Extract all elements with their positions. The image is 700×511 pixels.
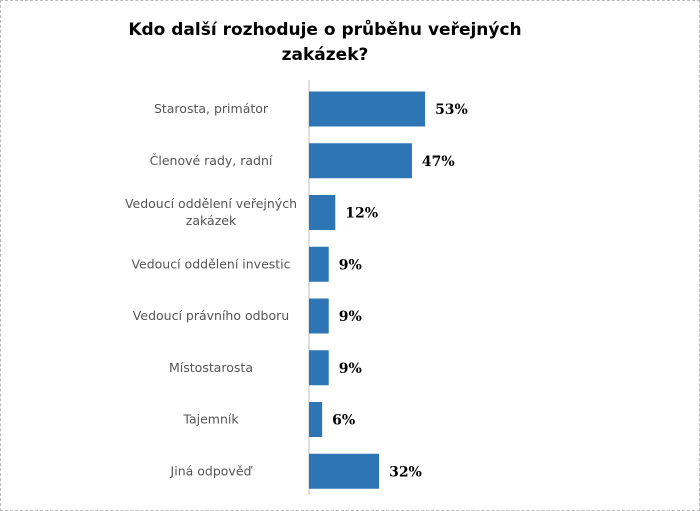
category-label: Vedoucí právního odboru [133, 308, 289, 323]
bar [309, 91, 426, 127]
data-label: 12% [345, 206, 378, 222]
data-label: 9% [339, 309, 362, 325]
bar [309, 195, 336, 230]
category-label: Starosta, primátor [154, 101, 269, 116]
bar [309, 246, 329, 282]
category-label: Jiná odpověď [170, 463, 254, 478]
category-label: Členové rady, radní [150, 153, 273, 168]
bar [309, 350, 329, 386]
data-label: 9% [339, 257, 362, 273]
data-label: 53% [435, 102, 468, 118]
bar [309, 298, 329, 334]
data-label: 32% [389, 464, 422, 480]
category-label: Vedoucí oddělení investic [131, 256, 290, 271]
bar [309, 453, 380, 489]
bar [309, 143, 412, 179]
data-label: 47% [422, 154, 455, 170]
data-label: 6% [332, 413, 355, 429]
category-label: Tajemník [182, 412, 239, 427]
category-label: Vedoucí oddělení veřejných zakázek [125, 196, 297, 228]
chart-title: Kdo další rozhoduje o průběhu veřejných … [128, 20, 522, 65]
data-label: 9% [339, 361, 362, 377]
category-label: Místostarosta [169, 360, 253, 375]
bar [309, 402, 323, 437]
